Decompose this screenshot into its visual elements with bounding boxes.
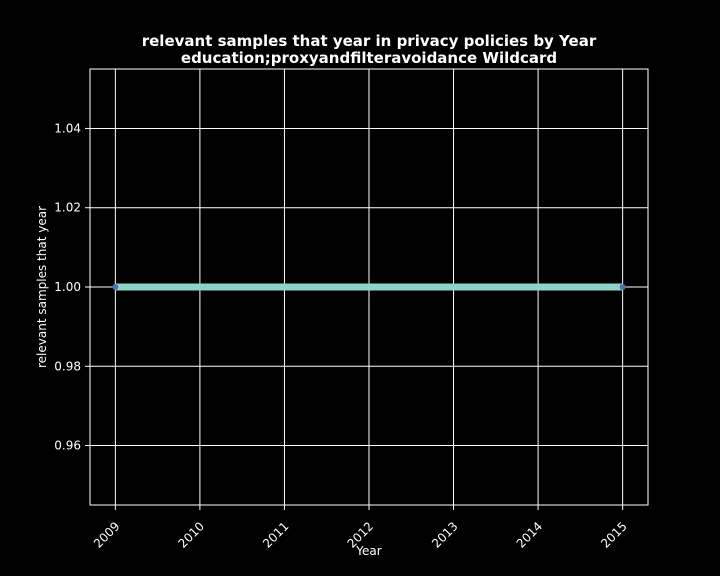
y-tick-label: 1.04	[54, 121, 81, 135]
x-tick-label: 2013	[429, 519, 460, 550]
x-tick-label: 2014	[514, 519, 545, 550]
y-tick-label: 0.98	[54, 359, 81, 373]
y-tick-label: 1.00	[54, 280, 81, 294]
chart-title-line-2: education;proxyandfilteravoidance Wildca…	[181, 49, 557, 67]
y-tick-label: 1.02	[54, 201, 81, 215]
y-axis-label: relevant samples that year	[35, 206, 49, 368]
data-point	[619, 284, 626, 290]
x-axis-label: Year	[355, 544, 381, 558]
x-tick-label: 2009	[91, 519, 122, 550]
x-tick-label: 2015	[598, 519, 629, 550]
data-series	[112, 283, 626, 291]
chart-title-line-1: relevant samples that year in privacy po…	[142, 32, 597, 50]
x-tick-label: 2010	[176, 519, 207, 550]
data-point	[112, 284, 119, 290]
y-tick-label: 0.96	[54, 439, 81, 453]
x-tick-label: 2011	[260, 519, 291, 550]
y-tick-labels: 0.96 0.98 1.00 1.02 1.04	[54, 121, 90, 453]
